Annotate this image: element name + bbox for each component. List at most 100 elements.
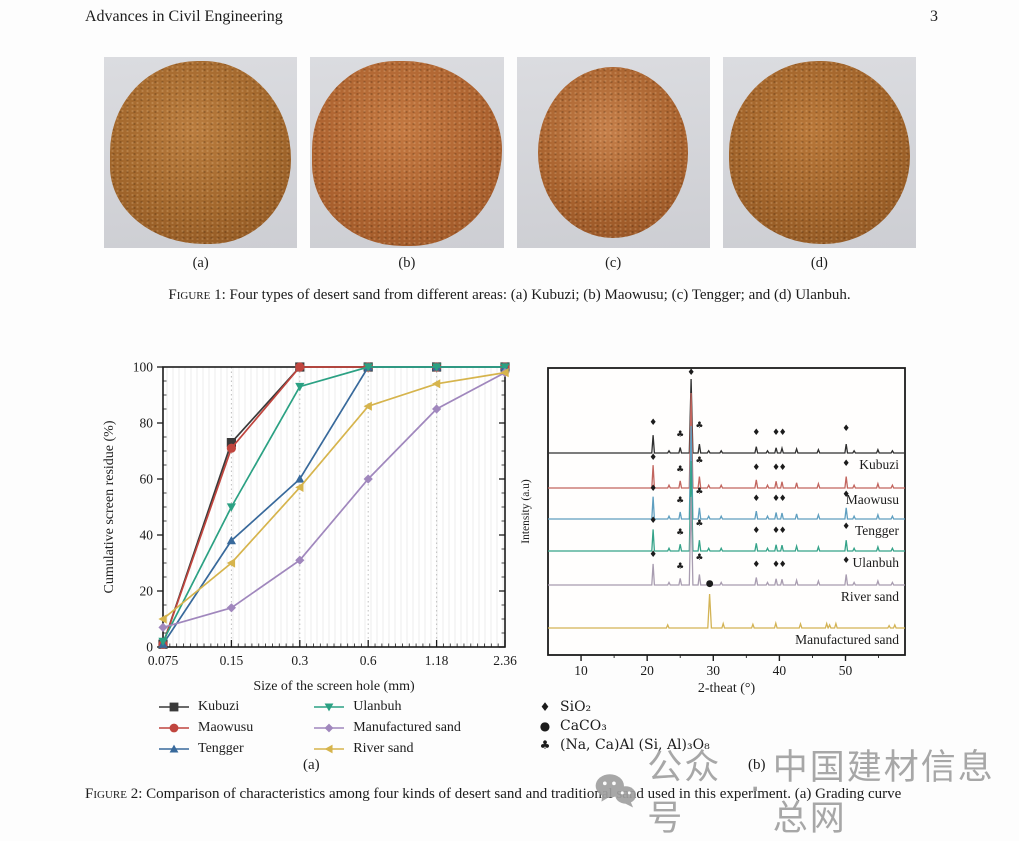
page-number: 3 [930,8,938,25]
svg-text:0.15: 0.15 [220,653,244,668]
figure2-caption-label: Figure 2: [85,786,143,802]
photo-label-a: (a) [192,255,209,271]
svg-text:Maowusu: Maowusu [846,492,899,507]
photo-frame [310,57,504,248]
svg-text:0: 0 [146,640,153,655]
phase-label: CaCO₃ [560,718,607,734]
photo-frame [104,57,298,248]
xrd-trace-river-sand: River sand♦♣♣♦ ♦♦ ♦ [548,496,905,604]
svg-text:Ulanbuh: Ulanbuh [853,555,900,570]
wechat-watermark: 公众号 · 中国建材信息总网 [594,739,1019,841]
svg-text:♣: ♣ [695,487,703,497]
phase-symbol: ♦ [539,700,551,714]
photo-frame [516,57,710,248]
svg-text:River sand: River sand [841,589,899,604]
svg-text:♦: ♦ [649,484,657,494]
svg-text:40: 40 [140,528,154,543]
svg-text:♦: ♦ [772,526,780,536]
svg-text:♦: ♦ [779,526,787,536]
phase-symbol: ♣ [539,738,551,752]
svg-text:♦: ♦ [687,368,695,378]
svg-text:♦: ♦ [842,459,850,469]
xrd-trace-maowusu: Maowusu♦♣♣♦ ♦♦ ♦ [548,392,905,507]
xrd-chart: 10 20 30 40 50 2-theat (°) Intensity (a.u) Kubu… [520,367,906,695]
svg-text:♦: ♦ [772,428,780,438]
figure1-photo-row: (a) (b) (c) (d) [104,57,916,272]
photo-tengger: (c) [516,57,710,272]
svg-text:♦: ♦ [779,428,787,438]
svg-text:50: 50 [839,663,853,678]
svg-text:♣: ♣ [676,465,684,475]
xrd-trace-tengger: Tengger♦♣♣♦ ♦♦ ♦ [548,425,905,538]
svg-text:♦: ♦ [842,424,850,434]
svg-text:0.6: 0.6 [360,653,377,668]
svg-text:♣: ♣ [695,519,703,529]
legend-item-maowusu: Maowusu [158,720,253,736]
legend-marker-icon [159,744,189,753]
legend-marker-icon [314,703,345,712]
legend-marker-icon [314,744,345,754]
svg-text:♣: ♣ [676,430,684,440]
legend-label: Manufactured sand [353,720,461,735]
wechat-icon [595,774,637,808]
legend-item-manufactured-sand: Manufactured sand [313,720,461,736]
svg-text:♦: ♦ [779,560,787,570]
svg-text:●: ● [706,579,714,589]
svg-text:Intensity (a.u): Intensity (a.u) [520,479,532,544]
photo-label-b: (b) [398,255,416,271]
legend-item-tengger: Tengger [158,741,253,757]
svg-text:♦: ♦ [842,522,850,532]
sand-pile-image [537,66,689,239]
legend-label: Ulanbuh [353,699,402,714]
legend-marker-icon [159,723,189,733]
svg-text:10: 10 [574,663,588,678]
legend-label: Tengger [198,741,244,756]
photo-ulanbuh: (d) [722,57,916,272]
svg-text:2-theat (°): 2-theat (°) [698,681,756,695]
svg-text:♣: ♣ [676,528,684,538]
svg-text:♦: ♦ [772,494,780,504]
svg-text:♦: ♦ [649,453,657,463]
legend-marker-icon [159,702,189,712]
figure2-caption-text: Comparison of characteristics among four… [142,786,902,802]
svg-text:Tengger: Tengger [855,523,900,538]
watermark-separator: · [749,770,763,810]
xrd-trace-kubuzi: Kubuzi♦♣♣♦ ♦♦ ♦ [548,378,905,472]
figure1-caption-label: Figure 1: [168,287,226,303]
svg-text:20: 20 [640,663,654,678]
svg-text:♦: ♦ [779,494,787,504]
legend-item-ulanbuh: Ulanbuh [313,699,461,715]
svg-text:2.36: 2.36 [493,653,517,668]
legend-label: Maowusu [198,720,254,735]
xrd-phase-legend: ♦ SiO₂ ● CaCO₃ ♣ (Na, Ca)Al (Si, Al)₃O₈ [538,699,710,753]
phase-legend-item: ♣ (Na, Ca)Al (Si, Al)₃O₈ [538,737,710,753]
xrd-trace-manufactured-sand: Manufactured sand ● [548,579,905,647]
grading-legend: Kubuzi Maowusu Tengger Ulanbuh Manufactured … [158,699,461,757]
svg-text:♦: ♦ [842,490,850,500]
svg-text:Kubuzi: Kubuzi [859,457,899,472]
phase-label: (Na, Ca)Al (Si, Al)₃O₈ [560,737,710,753]
svg-text:♦: ♦ [779,463,787,473]
svg-text:♣: ♣ [695,553,703,563]
phase-legend-item: ♦ SiO₂ [538,699,710,715]
svg-text:100: 100 [133,360,154,375]
legend-marker-icon [314,723,345,733]
svg-text:30: 30 [707,663,721,678]
phase-symbol: ● [539,719,551,733]
grading-curve-chart: 0.075 0.15 0.3 0.6 1.18 2.36 0 20 40 60 80 100 Size … [102,360,517,695]
svg-text:80: 80 [140,416,154,431]
svg-text:1.18: 1.18 [425,653,449,668]
watermark-prefix: 公众号 [647,748,722,839]
svg-text:♦: ♦ [842,556,850,566]
photo-kubuzi: (a) [104,57,298,272]
figure2-caption: Figure 2: Comparison of characteristics … [85,786,985,803]
legend-item-river-sand: River sand [313,741,461,757]
svg-text:20: 20 [140,584,154,599]
series-ulanbuh [158,363,510,646]
legend-label: Kubuzi [198,699,240,714]
xrd-trace-ulanbuh: Ulanbuh♦♣♣♦ ♦♦ ♦ [548,460,905,570]
figure1-caption-text: Four types of desert sand from different… [225,287,851,303]
svg-text:♦: ♦ [649,550,657,560]
svg-text:♣: ♣ [676,562,684,572]
subfigure-a-label: (a) [303,757,320,773]
